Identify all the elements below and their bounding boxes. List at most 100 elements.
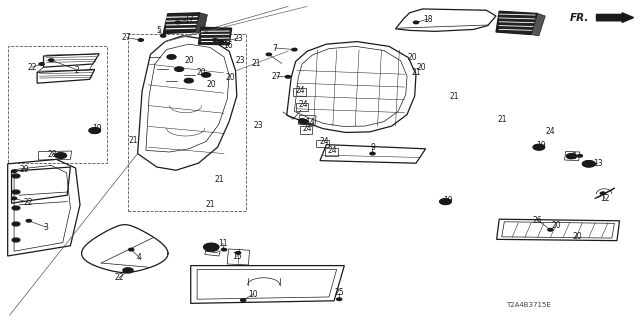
Circle shape (175, 67, 184, 71)
Bar (8, 46, 107, 163)
Text: 16: 16 (223, 41, 234, 50)
FancyArrow shape (596, 13, 634, 22)
Text: 28: 28 (48, 150, 57, 159)
Text: 24: 24 (298, 100, 308, 109)
Text: 19: 19 (536, 141, 547, 150)
Circle shape (204, 243, 219, 251)
Text: 23: 23 (236, 56, 246, 65)
Circle shape (138, 39, 143, 41)
Circle shape (12, 206, 20, 210)
Text: 27: 27 (271, 72, 282, 81)
Text: 26: 26 (532, 216, 543, 225)
Text: 3: 3 (44, 223, 49, 232)
Text: 7: 7 (273, 44, 278, 52)
Text: 20: 20 (416, 63, 426, 72)
Text: 22: 22 (24, 198, 33, 207)
Circle shape (125, 269, 131, 272)
Circle shape (285, 76, 291, 78)
Circle shape (92, 129, 97, 132)
Circle shape (299, 119, 308, 124)
Circle shape (26, 220, 31, 222)
Text: 20: 20 (408, 53, 418, 62)
Circle shape (221, 248, 227, 251)
Text: 24: 24 (319, 137, 330, 146)
Text: 23: 23 (253, 121, 264, 130)
Text: 24: 24 (328, 146, 338, 155)
Text: 5: 5 (156, 26, 161, 35)
Text: 23: 23 (233, 34, 243, 43)
Text: 8: 8 (571, 152, 576, 161)
Circle shape (577, 155, 582, 157)
Text: 24: 24 (545, 127, 556, 136)
Text: 19: 19 (443, 196, 453, 204)
Circle shape (12, 190, 20, 194)
Circle shape (241, 299, 246, 301)
Text: T2A4B3715E: T2A4B3715E (506, 302, 550, 308)
Text: 21: 21 (129, 136, 138, 145)
Text: 20: 20 (196, 68, 206, 77)
Text: 21: 21 (450, 92, 459, 101)
Circle shape (184, 78, 193, 83)
Polygon shape (195, 13, 207, 33)
Circle shape (49, 59, 54, 61)
Text: 12: 12 (600, 194, 609, 203)
Circle shape (12, 197, 17, 200)
Text: 17: 17 (184, 15, 194, 24)
Text: 24: 24 (302, 124, 312, 132)
Circle shape (12, 174, 20, 178)
Text: 11: 11 (218, 239, 227, 248)
Polygon shape (531, 13, 545, 36)
Text: 2: 2 (74, 66, 79, 75)
Circle shape (548, 228, 553, 231)
Text: 15: 15 (232, 252, 242, 261)
Text: 21: 21 (412, 68, 420, 77)
Text: 24: 24 (296, 86, 306, 95)
Circle shape (536, 146, 541, 148)
Circle shape (202, 73, 211, 77)
Text: 21: 21 (252, 59, 260, 68)
Text: 20: 20 (572, 232, 582, 241)
Polygon shape (496, 11, 538, 35)
Circle shape (236, 252, 241, 254)
Text: 21: 21 (497, 115, 506, 124)
Text: 20: 20 (225, 73, 236, 82)
Polygon shape (163, 13, 200, 34)
Circle shape (39, 63, 44, 65)
Circle shape (440, 199, 451, 204)
Circle shape (582, 161, 595, 167)
Text: 22: 22 (28, 63, 36, 72)
Circle shape (212, 39, 218, 41)
Circle shape (161, 35, 166, 37)
Circle shape (12, 238, 20, 242)
Circle shape (413, 21, 419, 24)
Circle shape (12, 222, 20, 226)
Text: 21: 21 (205, 200, 214, 209)
Text: 21: 21 (214, 175, 223, 184)
Text: 20: 20 (184, 56, 195, 65)
Circle shape (12, 170, 17, 172)
Circle shape (167, 55, 176, 59)
Text: 29: 29 (19, 165, 29, 174)
Circle shape (600, 192, 605, 195)
Circle shape (123, 268, 133, 273)
Circle shape (175, 21, 180, 24)
Text: 10: 10 (248, 290, 258, 299)
Bar (128, 34, 246, 211)
Circle shape (300, 119, 305, 121)
Text: 18: 18 (423, 15, 432, 24)
Text: 22: 22 (115, 273, 124, 282)
Circle shape (266, 53, 271, 56)
Text: 14: 14 (305, 118, 315, 127)
Text: 20: 20 (206, 80, 216, 89)
Text: 9: 9 (370, 143, 375, 152)
Circle shape (370, 152, 375, 155)
Circle shape (337, 298, 342, 300)
Circle shape (588, 163, 593, 165)
Text: 20: 20 (552, 221, 562, 230)
Circle shape (55, 153, 67, 158)
Text: FR.: FR. (570, 12, 589, 23)
Circle shape (55, 154, 60, 157)
Polygon shape (198, 27, 232, 45)
Text: 25: 25 (334, 288, 344, 297)
Circle shape (129, 248, 134, 251)
